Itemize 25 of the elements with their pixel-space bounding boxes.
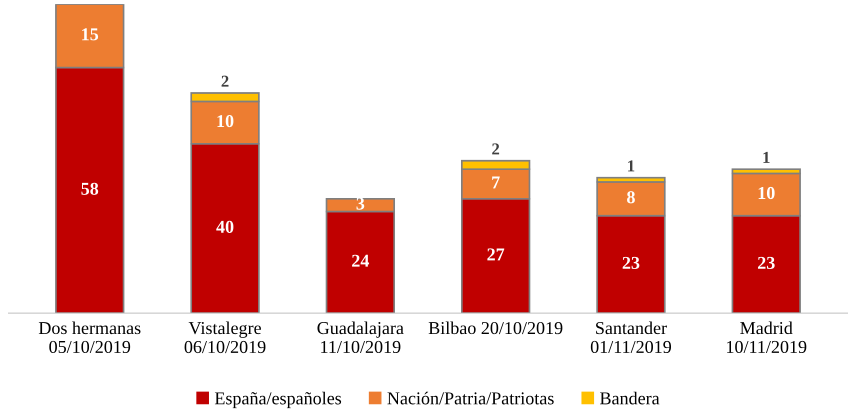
x-tick-label: Madrid 10/11/2019	[727, 321, 806, 354]
data-label: 2	[492, 143, 500, 154]
legend-label: España/españoles	[214, 392, 342, 408]
data-label: 8	[627, 191, 635, 204]
data-label: 2	[222, 76, 228, 87]
data-label: 23	[622, 256, 640, 269]
data-label: 24	[352, 254, 370, 267]
data-label: 3	[356, 198, 364, 210]
data-label: 27	[487, 248, 504, 260]
data-label: 40	[216, 220, 234, 233]
legend-label: Nación/Patria/Patriotas	[387, 392, 554, 404]
data-label: 23	[758, 256, 775, 269]
data-label: 7	[492, 176, 500, 188]
x-tick-label: Vistalegre 06/10/2019	[184, 321, 266, 354]
legend-label: Bandera	[600, 392, 660, 404]
data-label: 10	[758, 186, 775, 200]
x-tick-label: Guadalajara 11/10/2019	[317, 321, 404, 354]
data-label: 58	[81, 182, 98, 195]
x-tick-label: Santander 01/11/2019	[590, 321, 672, 354]
data-label: 1	[763, 152, 770, 163]
data-label: 1	[628, 160, 634, 172]
data-label: 15	[82, 28, 98, 40]
x-tick-label: Dos hermanas 05/10/2019	[38, 321, 140, 354]
x-tick-label: Bilbao 20/10/2019	[428, 321, 562, 334]
data-label: 10	[217, 114, 234, 128]
